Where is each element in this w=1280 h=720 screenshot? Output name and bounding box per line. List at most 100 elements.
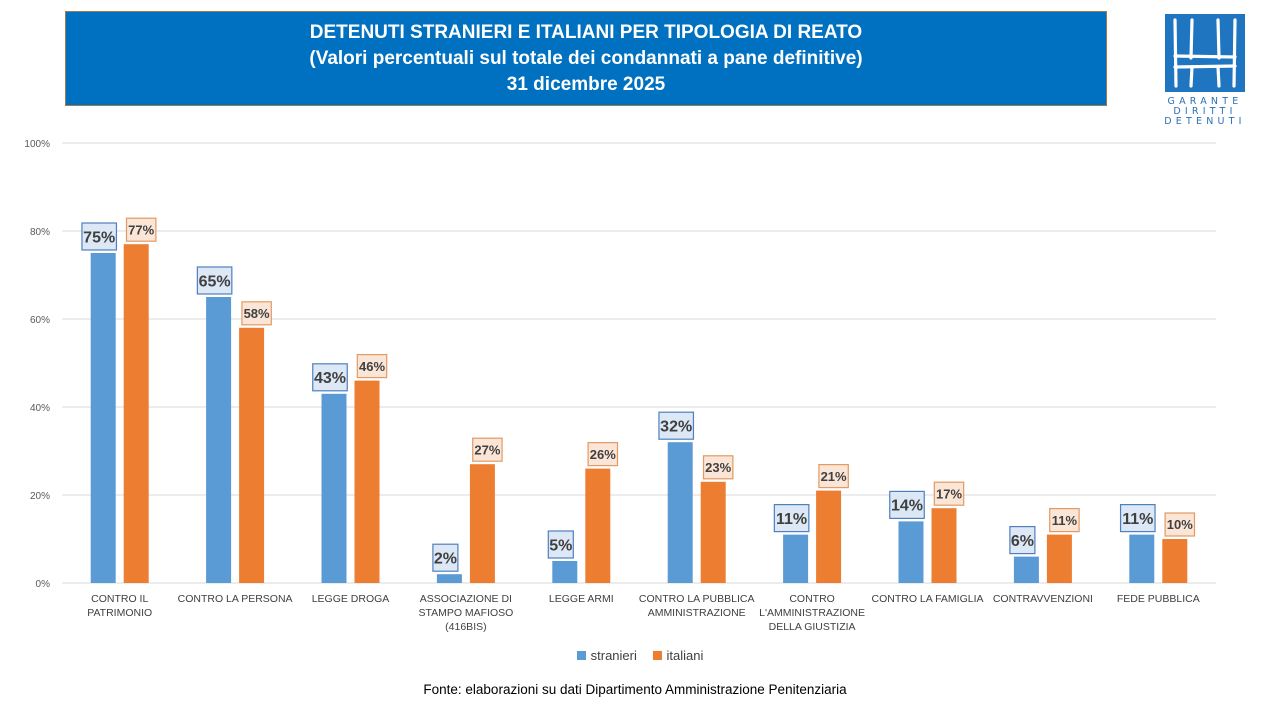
data-label-box-italiani bbox=[587, 442, 619, 467]
bar-stranieri bbox=[783, 534, 809, 583]
category-label: ASSOCIAZIONE DI bbox=[420, 593, 512, 605]
bar-italiani bbox=[816, 490, 842, 583]
bar-stranieri bbox=[321, 393, 347, 583]
data-label-italiani: 10% bbox=[1167, 517, 1193, 532]
chart-title-banner: DETENUTI STRANIERI E ITALIANI PER TIPOLO… bbox=[65, 11, 1107, 106]
data-label-box-italiani bbox=[818, 464, 849, 489]
bar-stranieri bbox=[90, 253, 116, 583]
logo-text-detenuti: DETENUTI bbox=[1164, 116, 1246, 127]
bar-italiani bbox=[123, 244, 149, 583]
bar-stranieri bbox=[667, 442, 693, 583]
data-label-box-stranieri bbox=[81, 222, 118, 251]
category-label: LEGGE DROGA bbox=[312, 593, 390, 605]
y-tick-label: 40% bbox=[30, 403, 50, 414]
data-label-italiani: 11% bbox=[1052, 513, 1078, 528]
data-label-box-stranieri bbox=[547, 530, 574, 559]
y-tick-label: 100% bbox=[24, 139, 50, 150]
data-label-box-stranieri bbox=[432, 543, 459, 572]
data-label-box-stranieri bbox=[773, 504, 810, 533]
bar-italiani bbox=[931, 508, 957, 583]
data-labels: 75% 77% 65% 58% 43% 46% 2% 27% 5% 26% 32% 23% 11% 21%… bbox=[81, 217, 1196, 572]
y-tick-label: 0% bbox=[36, 579, 51, 590]
bar-stranieri bbox=[206, 297, 232, 583]
data-label-box-italiani bbox=[125, 217, 157, 242]
data-label-italiani: 46% bbox=[359, 359, 385, 374]
category-label: L'AMMINISTRAZIONE bbox=[759, 607, 865, 619]
logo-text-diritti: DIRITTI bbox=[1173, 106, 1237, 117]
data-label-stranieri: 43% bbox=[314, 370, 346, 387]
data-label-italiani: 26% bbox=[590, 447, 616, 462]
y-tick-label: 80% bbox=[30, 227, 50, 238]
bar-italiani bbox=[700, 481, 726, 583]
data-label-italiani: 17% bbox=[936, 486, 962, 501]
category-label: DELLA GIUSTIZIA bbox=[769, 621, 856, 633]
bar-stranieri bbox=[1013, 556, 1039, 583]
gridlines bbox=[62, 142, 1216, 584]
chart-legend: stranieri italiani bbox=[0, 648, 1280, 663]
data-label-stranieri: 32% bbox=[660, 418, 692, 435]
bar-stranieri bbox=[436, 574, 462, 583]
data-label-stranieri: 2% bbox=[434, 550, 457, 567]
data-label-stranieri: 75% bbox=[83, 229, 115, 246]
legend-label-italiani: italiani bbox=[666, 648, 704, 663]
chart-title: DETENUTI STRANIERI E ITALIANI PER TIPOLO… bbox=[309, 22, 863, 43]
category-label: CONTRO LA FAMIGLIA bbox=[871, 593, 983, 605]
data-label-italiani: 27% bbox=[474, 442, 500, 457]
data-label-box-stranieri bbox=[312, 363, 348, 392]
category-label: STAMPO MAFIOSO bbox=[418, 607, 513, 619]
category-label: PATRIMONIO bbox=[87, 607, 152, 619]
chart-subtitle: (Valori percentuali sul totale dei conda… bbox=[309, 48, 863, 69]
bar-italiani bbox=[239, 327, 265, 583]
data-label-box-italiani bbox=[241, 301, 272, 326]
logo-text-garante: GARANTE bbox=[1167, 96, 1243, 107]
data-label-box-italiani bbox=[933, 481, 965, 506]
y-axis-ticks: 0% 20% 40% 60% 80% 100% bbox=[24, 139, 50, 590]
y-tick-label: 60% bbox=[30, 315, 50, 326]
category-label: (416BIS) bbox=[445, 621, 486, 633]
category-label: LEGGE ARMI bbox=[549, 593, 614, 605]
bar-stranieri bbox=[552, 561, 578, 583]
data-label-box-stranieri bbox=[1009, 525, 1036, 555]
data-label-box-italiani bbox=[356, 354, 388, 379]
data-label-box-italiani bbox=[1164, 512, 1196, 537]
data-label-italiani: 77% bbox=[128, 222, 154, 237]
data-label-box-stranieri bbox=[658, 411, 695, 440]
category-label: CONTRO bbox=[789, 593, 835, 605]
legend-item-italiani: italiani bbox=[652, 648, 704, 663]
data-label-box-italiani bbox=[472, 437, 503, 462]
data-label-box-stranieri bbox=[196, 266, 233, 295]
legend-label-stranieri: stranieri bbox=[590, 648, 637, 663]
category-label: CONTRO IL bbox=[91, 593, 148, 605]
data-label-box-stranieri bbox=[889, 490, 925, 519]
garante-logo: GARANTE DIRITTI DETENUTI bbox=[1163, 14, 1245, 128]
data-label-italiani: 58% bbox=[244, 306, 270, 321]
bar-stranieri bbox=[1129, 534, 1155, 583]
category-label: CONTRAVVENZIONI bbox=[993, 593, 1093, 605]
legend-item-stranieri: stranieri bbox=[576, 648, 637, 663]
chart-date: 31 dicembre 2025 bbox=[506, 74, 666, 95]
legend-swatch-italiani bbox=[652, 651, 662, 660]
data-label-stranieri: 6% bbox=[1011, 533, 1034, 550]
data-label-stranieri: 5% bbox=[549, 537, 572, 554]
data-label-stranieri: 14% bbox=[891, 498, 923, 515]
data-label-box-italiani bbox=[702, 455, 734, 480]
bar-italiani bbox=[469, 464, 495, 583]
data-label-italiani: 21% bbox=[821, 469, 847, 484]
data-label-italiani: 23% bbox=[705, 460, 731, 475]
data-label-box-stranieri bbox=[1119, 504, 1156, 533]
category-label: CONTRO LA PUBBLICA bbox=[639, 593, 755, 605]
bar-italiani bbox=[354, 380, 380, 583]
source-note: Fonte: elaborazioni su dati Dipartimento… bbox=[423, 682, 847, 697]
data-label-stranieri: 65% bbox=[199, 273, 231, 290]
x-axis-categories: CONTRO IL PATRIMONIO CONTRO LA PERSONA LEGG… bbox=[87, 593, 1200, 633]
bar-stranieri bbox=[898, 521, 924, 583]
category-label: FEDE PUBBLICA bbox=[1117, 593, 1200, 605]
legend-swatch-stranieri bbox=[576, 651, 586, 660]
bars bbox=[90, 244, 1188, 583]
data-label-stranieri: 11% bbox=[1122, 511, 1153, 528]
bar-italiani bbox=[585, 468, 611, 583]
logo-emblem-icon bbox=[1165, 14, 1245, 92]
bar-italiani bbox=[1046, 534, 1072, 583]
category-label: AMMINISTRAZIONE bbox=[648, 607, 746, 619]
